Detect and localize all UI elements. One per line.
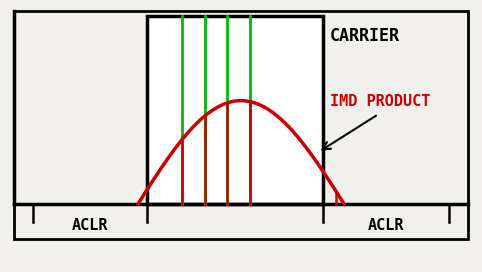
Bar — [14, 11, 468, 239]
Text: IMD PRODUCT: IMD PRODUCT — [330, 94, 430, 109]
Text: ACLR: ACLR — [71, 218, 108, 233]
Text: ACLR: ACLR — [368, 218, 404, 233]
Text: CARRIER: CARRIER — [330, 27, 400, 45]
Bar — [147, 16, 323, 204]
